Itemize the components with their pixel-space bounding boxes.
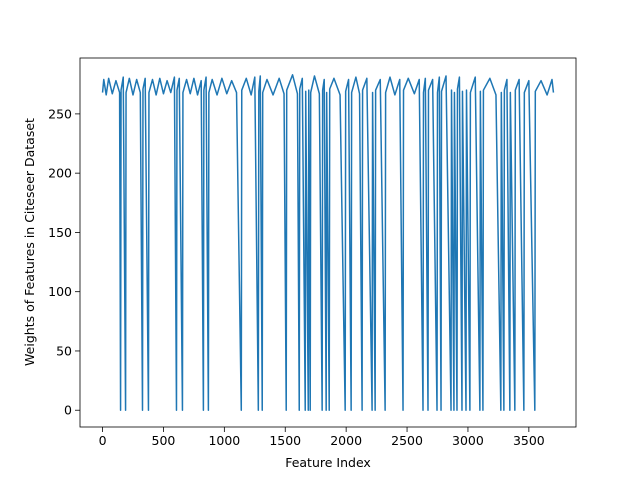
y-tick-label: 0 xyxy=(64,403,72,418)
y-tick-label: 150 xyxy=(48,225,72,240)
x-tick-label: 500 xyxy=(152,433,176,448)
x-tick-label: 1000 xyxy=(208,433,240,448)
data-line xyxy=(101,74,555,411)
x-tick-label: 3500 xyxy=(513,433,545,448)
y-tick-label: 250 xyxy=(48,106,72,121)
y-tick-label: 100 xyxy=(48,284,72,299)
y-tick-label: 50 xyxy=(56,343,72,358)
y-tick-label: 200 xyxy=(48,166,72,181)
x-tick-label: 0 xyxy=(99,433,107,448)
x-tick-label: 2500 xyxy=(391,433,423,448)
x-tick-label: 1500 xyxy=(269,433,301,448)
x-tick-label: 2000 xyxy=(330,433,362,448)
x-axis-label: Feature Index xyxy=(285,455,371,470)
plot-frame xyxy=(79,57,577,428)
y-axis-label: Weights of Features in Citeseer Dataset xyxy=(22,118,37,366)
x-tick-label: 3000 xyxy=(452,433,484,448)
